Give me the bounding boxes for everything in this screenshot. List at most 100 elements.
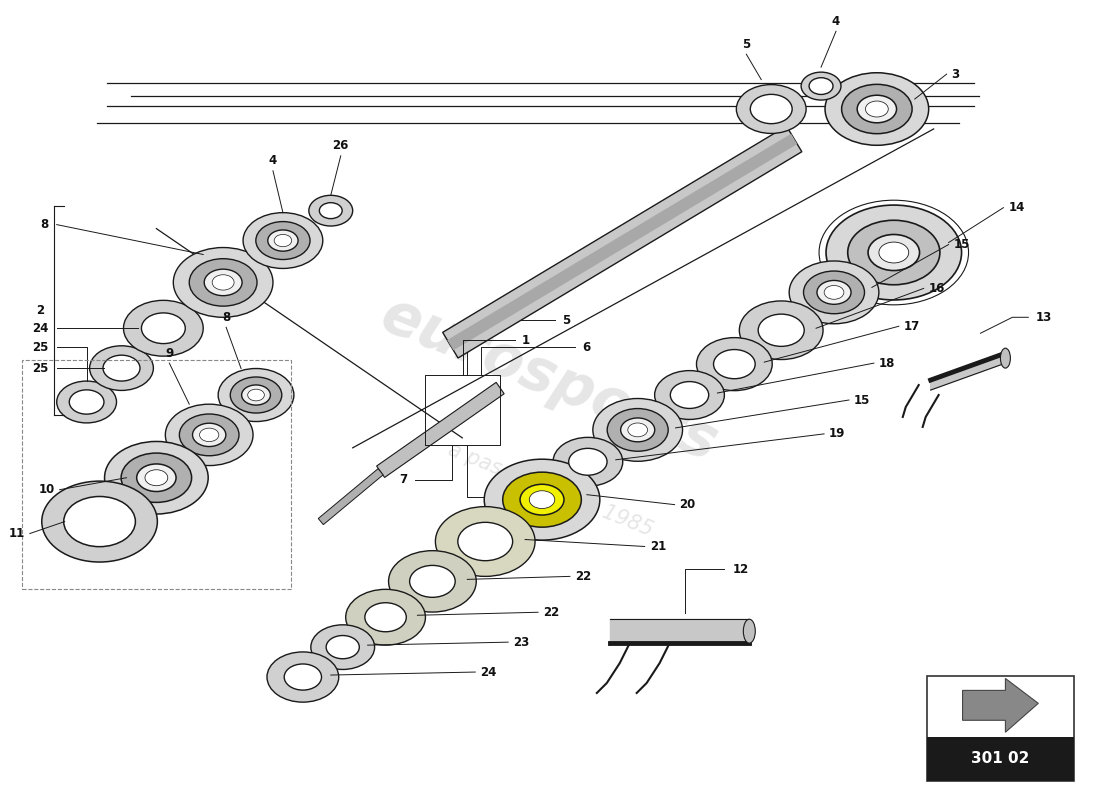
Ellipse shape	[817, 281, 851, 304]
Ellipse shape	[345, 590, 426, 645]
Ellipse shape	[89, 346, 153, 390]
Ellipse shape	[326, 635, 360, 658]
Ellipse shape	[103, 355, 140, 381]
Ellipse shape	[670, 382, 708, 409]
Text: 26: 26	[332, 139, 349, 152]
FancyBboxPatch shape	[926, 676, 1075, 781]
Ellipse shape	[825, 73, 928, 146]
Ellipse shape	[484, 459, 600, 540]
Text: 21: 21	[650, 540, 666, 553]
Ellipse shape	[866, 101, 889, 117]
Ellipse shape	[242, 385, 271, 405]
Text: 4: 4	[832, 15, 840, 28]
Ellipse shape	[218, 369, 294, 422]
Ellipse shape	[458, 522, 513, 561]
Ellipse shape	[104, 442, 208, 514]
Text: 5: 5	[562, 314, 570, 326]
Ellipse shape	[750, 94, 792, 124]
Ellipse shape	[868, 234, 920, 270]
Ellipse shape	[826, 205, 961, 300]
Text: 19: 19	[829, 427, 846, 440]
Ellipse shape	[309, 195, 353, 226]
Ellipse shape	[744, 619, 756, 643]
Text: 24: 24	[481, 666, 496, 678]
Text: 9: 9	[165, 346, 174, 360]
Text: 8: 8	[222, 310, 230, 324]
Text: 18: 18	[879, 357, 895, 370]
Ellipse shape	[789, 261, 879, 324]
Text: 3: 3	[952, 68, 959, 81]
Ellipse shape	[654, 370, 725, 419]
Ellipse shape	[436, 506, 535, 576]
Ellipse shape	[388, 550, 476, 612]
Polygon shape	[442, 126, 802, 358]
Ellipse shape	[212, 274, 234, 290]
Ellipse shape	[136, 464, 176, 491]
Ellipse shape	[145, 470, 168, 486]
Ellipse shape	[824, 286, 844, 299]
Ellipse shape	[696, 338, 772, 390]
Ellipse shape	[803, 271, 865, 314]
Ellipse shape	[189, 258, 257, 306]
Ellipse shape	[165, 404, 253, 466]
Ellipse shape	[503, 472, 581, 527]
Ellipse shape	[848, 220, 939, 285]
Text: 15: 15	[954, 238, 970, 251]
Text: 4: 4	[268, 154, 277, 167]
Text: 13: 13	[1035, 310, 1052, 324]
Text: 14: 14	[1009, 201, 1025, 214]
Ellipse shape	[529, 490, 554, 509]
Text: 5: 5	[742, 38, 750, 50]
Ellipse shape	[553, 438, 623, 486]
Ellipse shape	[801, 72, 842, 100]
Ellipse shape	[274, 234, 292, 246]
Text: 22: 22	[575, 570, 591, 583]
Text: 25: 25	[32, 362, 48, 374]
Text: 8: 8	[41, 218, 48, 231]
Ellipse shape	[879, 242, 909, 263]
Ellipse shape	[628, 423, 648, 437]
Text: 7: 7	[518, 490, 526, 503]
Ellipse shape	[284, 664, 321, 690]
Ellipse shape	[243, 213, 322, 269]
Ellipse shape	[736, 85, 806, 134]
Text: 25: 25	[32, 341, 48, 354]
Text: 11: 11	[9, 527, 25, 540]
Ellipse shape	[142, 313, 185, 343]
Ellipse shape	[230, 377, 282, 413]
Text: 23: 23	[513, 636, 529, 649]
Ellipse shape	[758, 314, 804, 346]
Ellipse shape	[620, 418, 654, 442]
Ellipse shape	[69, 390, 104, 414]
Polygon shape	[318, 469, 383, 525]
Text: 2: 2	[35, 304, 44, 317]
Ellipse shape	[123, 300, 204, 356]
Text: 6: 6	[582, 341, 590, 354]
Ellipse shape	[810, 78, 833, 94]
Polygon shape	[448, 134, 798, 350]
Ellipse shape	[179, 414, 239, 456]
Text: 12: 12	[733, 563, 749, 576]
Text: 20: 20	[680, 498, 696, 511]
Ellipse shape	[248, 389, 264, 401]
Text: 15: 15	[854, 394, 870, 406]
Ellipse shape	[319, 202, 342, 218]
Ellipse shape	[42, 481, 157, 562]
Text: 16: 16	[928, 282, 945, 295]
Ellipse shape	[607, 409, 668, 451]
Ellipse shape	[857, 95, 896, 122]
Text: 10: 10	[39, 483, 55, 496]
Ellipse shape	[714, 350, 756, 378]
Ellipse shape	[520, 484, 564, 515]
Text: 301 02: 301 02	[971, 751, 1030, 766]
Text: 24: 24	[32, 322, 48, 334]
Ellipse shape	[199, 428, 219, 442]
Ellipse shape	[409, 566, 455, 598]
Ellipse shape	[739, 301, 823, 359]
Polygon shape	[376, 382, 504, 478]
Ellipse shape	[205, 269, 242, 296]
Text: 22: 22	[543, 606, 559, 618]
Text: 1: 1	[522, 334, 530, 346]
Ellipse shape	[842, 84, 912, 134]
Ellipse shape	[174, 247, 273, 318]
